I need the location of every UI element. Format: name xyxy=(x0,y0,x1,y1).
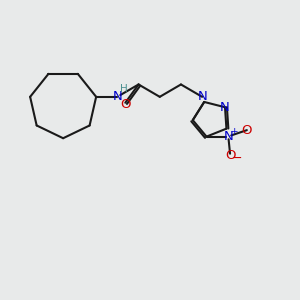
Text: N: N xyxy=(220,101,230,114)
Text: O: O xyxy=(225,149,235,162)
Text: N: N xyxy=(224,130,233,143)
Text: H: H xyxy=(120,85,128,94)
Text: O: O xyxy=(120,98,130,111)
Text: N: N xyxy=(197,90,207,103)
Text: +: + xyxy=(230,127,237,136)
Text: N: N xyxy=(112,90,122,103)
Text: O: O xyxy=(242,124,252,136)
Text: −: − xyxy=(231,152,242,165)
